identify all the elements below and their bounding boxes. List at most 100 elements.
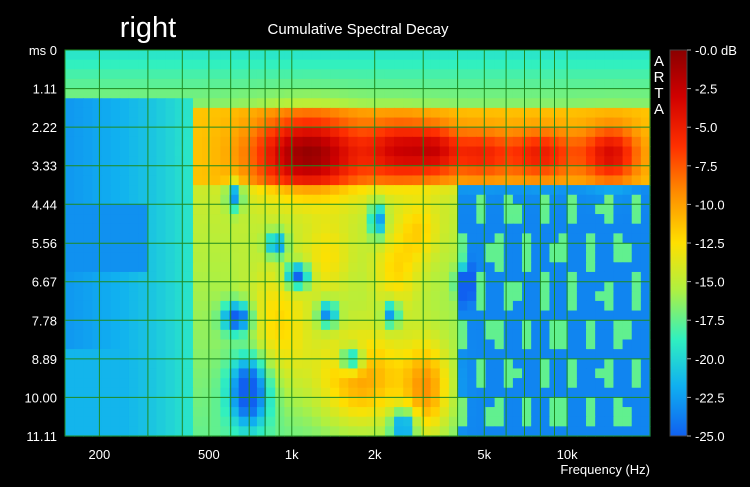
heatmap-cell — [384, 378, 395, 389]
heatmap-cell — [202, 358, 212, 370]
heatmap-cell — [394, 426, 404, 437]
heatmap-cell — [540, 320, 551, 331]
heatmap-cell — [613, 339, 624, 350]
heatmap-cell — [476, 368, 487, 379]
heatmap-cell — [476, 69, 487, 80]
heatmap-cell — [531, 50, 541, 61]
heatmap-cell — [119, 252, 130, 263]
heatmap-cell — [119, 300, 130, 312]
heatmap-cell — [101, 107, 112, 119]
heatmap-cell — [275, 156, 285, 167]
heatmap-cell — [83, 291, 94, 302]
heatmap-cell — [439, 185, 450, 196]
heatmap-cell — [613, 127, 624, 138]
heatmap-cell — [604, 300, 615, 312]
heatmap-cell — [83, 59, 94, 70]
heatmap-cell — [311, 378, 322, 389]
heatmap-cell — [220, 339, 231, 350]
heatmap-cell — [220, 50, 231, 61]
heatmap-cell — [293, 156, 304, 167]
heatmap-cell — [512, 50, 523, 61]
heatmap-cell — [476, 378, 487, 389]
heatmap-cell — [339, 127, 349, 138]
heatmap-cell — [503, 98, 514, 109]
heatmap-cell — [220, 194, 231, 205]
heatmap-cell — [421, 271, 432, 283]
heatmap-cell — [238, 204, 249, 215]
heatmap-cell — [430, 117, 441, 128]
heatmap-cell — [412, 300, 423, 312]
heatmap-cell — [595, 407, 605, 418]
heatmap-cell — [229, 378, 240, 389]
heatmap-cell — [467, 59, 477, 70]
heatmap-cell — [576, 204, 587, 215]
heatmap-cell — [275, 407, 285, 418]
heatmap-cell — [640, 349, 651, 360]
y-tick-label: 8.89 — [32, 352, 57, 367]
heatmap-cell — [412, 387, 423, 398]
heatmap-cell — [183, 243, 194, 254]
heatmap-cell — [174, 214, 185, 225]
heatmap-cell — [293, 281, 304, 292]
heatmap-cell — [202, 262, 212, 273]
heatmap-cell — [174, 117, 185, 128]
heatmap-cell — [503, 107, 514, 119]
heatmap-cell — [202, 291, 212, 302]
heatmap-cell — [138, 69, 148, 80]
heatmap-cell — [320, 281, 331, 292]
heatmap-cell — [202, 407, 212, 418]
heatmap-cell — [65, 127, 75, 138]
heatmap-cell — [174, 156, 185, 167]
heatmap-cell — [503, 252, 514, 263]
heatmap-cell — [357, 252, 368, 263]
heatmap-cell — [485, 378, 496, 389]
heatmap-cell — [494, 320, 505, 331]
heatmap-cell — [586, 387, 596, 398]
heatmap-cell — [311, 136, 322, 148]
heatmap-cell — [302, 88, 313, 99]
heatmap-cell — [412, 416, 423, 427]
heatmap-cell — [476, 320, 487, 331]
heatmap-cell — [522, 233, 532, 244]
heatmap-cell — [458, 78, 468, 90]
heatmap-cell — [330, 339, 340, 350]
heatmap-cell — [366, 127, 377, 138]
heatmap-cell — [101, 300, 112, 312]
heatmap-cell — [403, 223, 413, 234]
heatmap-cell — [138, 214, 148, 225]
heatmap-cell — [567, 117, 578, 128]
heatmap-cell — [421, 310, 432, 321]
heatmap-cell — [183, 156, 194, 167]
heatmap-cell — [119, 262, 130, 273]
heatmap-cell — [403, 368, 413, 379]
heatmap-cell — [631, 78, 642, 90]
heatmap-cell — [229, 136, 240, 148]
heatmap-cell — [586, 50, 596, 61]
heatmap-cell — [494, 127, 505, 138]
heatmap-cell — [558, 416, 569, 427]
heatmap-cell — [458, 59, 468, 70]
heatmap-cell — [330, 214, 340, 225]
heatmap-cell — [540, 88, 551, 99]
heatmap-cell — [293, 98, 304, 109]
heatmap-cell — [229, 397, 240, 408]
heatmap-cell — [439, 300, 450, 312]
heatmap-cell — [101, 320, 112, 331]
heatmap-cell — [576, 252, 587, 263]
heatmap-cell — [412, 339, 423, 350]
heatmap-cell — [138, 358, 148, 370]
heatmap-cell — [101, 291, 112, 302]
heatmap-cell — [512, 349, 523, 360]
heatmap-cell — [138, 397, 148, 408]
heatmap-cell — [476, 117, 487, 128]
heatmap-cell — [430, 320, 441, 331]
heatmap-cell — [448, 214, 459, 225]
heatmap-cell — [293, 368, 304, 379]
heatmap-cell — [128, 69, 139, 80]
heatmap-cell — [640, 146, 651, 157]
heatmap-cell — [467, 329, 477, 341]
heatmap-cell — [320, 165, 331, 177]
heatmap-cell — [256, 98, 267, 109]
heatmap-cell — [439, 146, 450, 157]
heatmap-cell — [494, 59, 505, 70]
